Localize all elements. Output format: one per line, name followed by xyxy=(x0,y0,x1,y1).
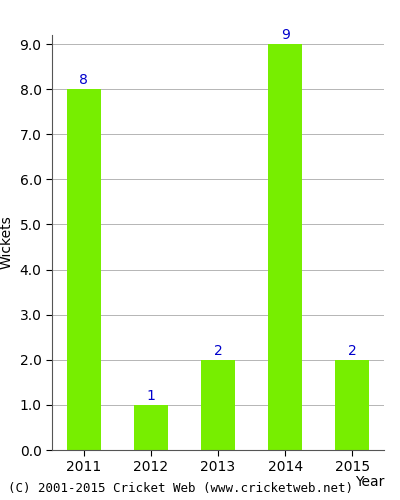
Bar xyxy=(134,405,168,450)
Text: 9: 9 xyxy=(281,28,290,42)
Bar xyxy=(201,360,235,450)
Bar xyxy=(335,360,369,450)
Y-axis label: Wickets: Wickets xyxy=(0,216,14,270)
Bar xyxy=(268,44,302,450)
Text: 8: 8 xyxy=(80,73,88,87)
Bar xyxy=(67,89,101,450)
Text: 2: 2 xyxy=(348,344,356,357)
Text: 1: 1 xyxy=(146,388,155,402)
Text: (C) 2001-2015 Cricket Web (www.cricketweb.net): (C) 2001-2015 Cricket Web (www.cricketwe… xyxy=(8,482,353,495)
Text: 2: 2 xyxy=(214,344,222,357)
X-axis label: Year: Year xyxy=(355,475,384,489)
